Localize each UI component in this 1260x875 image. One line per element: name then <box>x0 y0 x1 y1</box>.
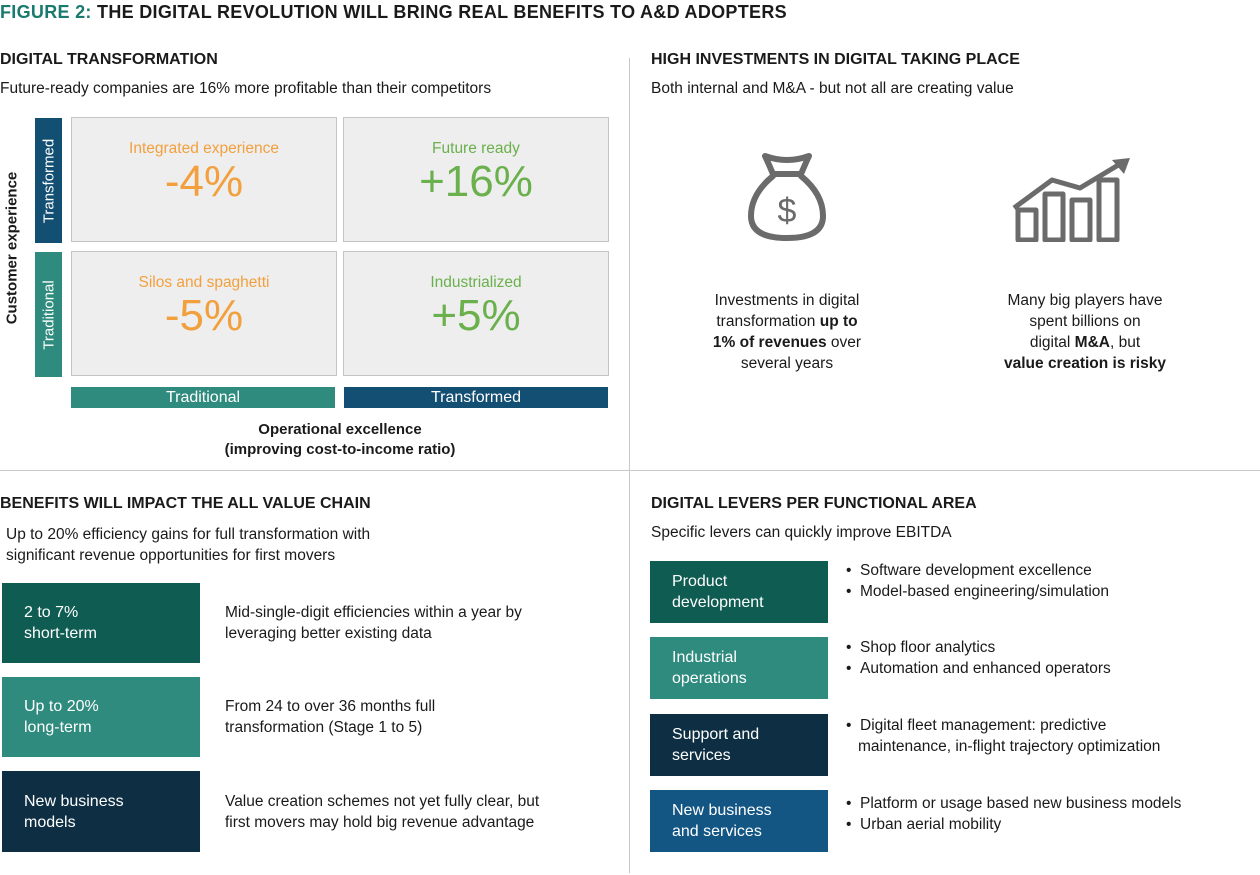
benefit-desc-line: Mid-single-digit efficiencies within a y… <box>225 604 522 621</box>
area-label: Industrial <box>672 649 737 666</box>
matrix-cell-integrated-experience: Integrated experience -4% <box>71 117 337 242</box>
q2-subtitle: Both internal and M&A - but not all are … <box>651 80 1014 97</box>
q4-title: DIGITAL LEVERS PER FUNCTIONAL AREA <box>651 495 977 512</box>
x-axis-title-line2: (improving cost-to-income ratio) <box>224 441 456 458</box>
area-label: and services <box>672 823 762 840</box>
lever-item: Software development excellence <box>846 560 1109 581</box>
benefit-desc-long-term: From 24 to over 36 months full transforma… <box>225 696 435 738</box>
cell-name: Future ready <box>432 140 520 157</box>
benefit-desc-line: Value creation schemes not yet fully cle… <box>225 793 540 810</box>
cell-name: Integrated experience <box>129 140 279 157</box>
ma-bold: M&A <box>1074 334 1110 351</box>
vertical-divider <box>629 58 630 873</box>
ma-line: , but <box>1109 334 1141 351</box>
area-label: New business <box>672 802 772 819</box>
x-axis-title-line1: Operational excellence <box>258 421 422 438</box>
benefit-desc-line: leveraging better existing data <box>225 625 432 642</box>
benefit-label: 2 to 7% <box>24 604 79 621</box>
area-new-business-and-services: New business and services <box>650 790 828 852</box>
investment-bold: up to <box>819 313 858 330</box>
ma-bold: value creation is risky <box>1004 355 1166 372</box>
y-axis-title-text: Customer experience <box>3 171 21 325</box>
q4-subtitle: Specific levers can quickly improve EBIT… <box>651 524 952 541</box>
levers-product-development: Software development excellence Model-ba… <box>846 560 1109 602</box>
area-label: development <box>672 594 764 611</box>
x-axis-title: Operational excellence (improving cost-t… <box>150 420 530 460</box>
cell-value: +16% <box>419 157 533 206</box>
area-label: Product <box>672 573 728 590</box>
q2-title: HIGH INVESTMENTS IN DIGITAL TAKING PLACE <box>651 51 1020 68</box>
investment-line: over <box>826 334 862 351</box>
horizontal-divider <box>0 470 1260 471</box>
y-level-transformed: Transformed <box>35 118 62 243</box>
area-label: services <box>672 747 731 764</box>
benefit-label: short-term <box>24 625 97 642</box>
ma-text: Many big players have spent billions on … <box>970 290 1200 374</box>
area-industrial-operations: Industrial operations <box>650 637 828 699</box>
lever-item: Shop floor analytics <box>846 637 1111 658</box>
q1-title: DIGITAL TRANSFORMATION <box>0 51 218 68</box>
benefit-desc-short-term: Mid-single-digit efficiencies within a y… <box>225 602 522 644</box>
ma-line: spent billions on <box>1029 313 1141 330</box>
benefit-label: models <box>24 813 76 831</box>
q3-subtitle-line: Up to 20% efficiency gains for full tran… <box>6 526 371 543</box>
lever-item: Model-based engineering/simulation <box>846 581 1109 602</box>
investment-line: transformation <box>716 313 820 330</box>
cell-value: -5% <box>164 291 244 340</box>
matrix-cell-industrialized: Industrialized +5% <box>343 251 609 376</box>
investment-line: Investments in digital <box>714 292 860 309</box>
benefit-desc-new-business: Value creation schemes not yet fully cle… <box>225 791 539 833</box>
cell-value: -4% <box>164 157 244 206</box>
lever-item: Digital fleet management: predictive <box>846 715 1160 736</box>
x-level-transformed: Transformed <box>344 387 608 408</box>
lever-item-continued: maintenance, in-flight trajectory optimi… <box>858 738 1161 755</box>
benefit-desc-line: transformation (Stage 1 to 5) <box>225 719 423 736</box>
q3-subtitle-line: significant revenue opportunities for fi… <box>6 547 336 564</box>
matrix-cell-silos-and-spaghetti: Silos and spaghetti -5% <box>71 251 337 376</box>
matrix-cell-future-ready: Future ready +16% <box>343 117 609 242</box>
benefit-block-new-business: New business models <box>2 771 200 852</box>
investment-text: Investments in digital transformation up… <box>684 290 890 374</box>
q3-title: BENEFITS WILL IMPACT THE ALL VALUE CHAIN <box>0 495 371 512</box>
levers-industrial-operations: Shop floor analytics Automation and enha… <box>846 637 1111 679</box>
svg-text:$: $ <box>778 192 797 230</box>
benefit-block-long-term: Up to 20% long-term <box>2 677 200 757</box>
figure-label: FIGURE 2: <box>0 2 92 22</box>
money-bag-icon: $ <box>748 153 826 241</box>
benefit-label: Up to 20% <box>24 698 99 715</box>
area-support-and-services: Support and services <box>650 714 828 776</box>
area-product-development: Product development <box>650 561 828 623</box>
cell-value: +5% <box>431 291 521 340</box>
figure-heading: THE DIGITAL REVOLUTION WILL BRING REAL B… <box>97 2 787 22</box>
lever-item: Urban aerial mobility <box>846 814 1181 835</box>
cell-name: Industrialized <box>430 274 522 291</box>
lever-item: Automation and enhanced operators <box>846 658 1111 679</box>
area-label: operations <box>672 670 747 687</box>
y-level-transformed-label: Transformed <box>40 138 57 223</box>
benefit-label: long-term <box>24 719 92 736</box>
figure-title: FIGURE 2: THE DIGITAL REVOLUTION WILL BR… <box>0 2 787 23</box>
benefit-desc-line: From 24 to over 36 months full <box>225 698 436 715</box>
investment-bold: 1% of revenues <box>712 334 827 351</box>
ma-line: Many big players have <box>1007 292 1163 309</box>
q3-subtitle: Up to 20% efficiency gains for full tran… <box>6 524 370 566</box>
benefit-block-short-term: 2 to 7% short-term <box>2 583 200 663</box>
growth-chart-icon <box>1012 158 1130 242</box>
investment-line: several years <box>740 355 834 372</box>
x-level-traditional: Traditional <box>71 387 335 408</box>
levers-support-and-services: Digital fleet management: predictive mai… <box>846 715 1160 757</box>
benefit-desc-line: first movers may hold big revenue advant… <box>225 814 535 831</box>
lever-item: Platform or usage based new business mod… <box>846 793 1181 814</box>
y-level-traditional: Traditional <box>35 252 62 377</box>
benefit-label: New business <box>24 792 124 810</box>
q1-subtitle: Future-ready companies are 16% more prof… <box>0 80 492 97</box>
levers-new-business-and-services: Platform or usage based new business mod… <box>846 793 1181 835</box>
area-label: Support and <box>672 726 760 743</box>
cell-name: Silos and spaghetti <box>138 274 270 291</box>
y-axis-title: Customer experience <box>0 118 24 378</box>
ma-line: digital <box>1029 334 1075 351</box>
y-level-traditional-label: Traditional <box>40 279 57 350</box>
